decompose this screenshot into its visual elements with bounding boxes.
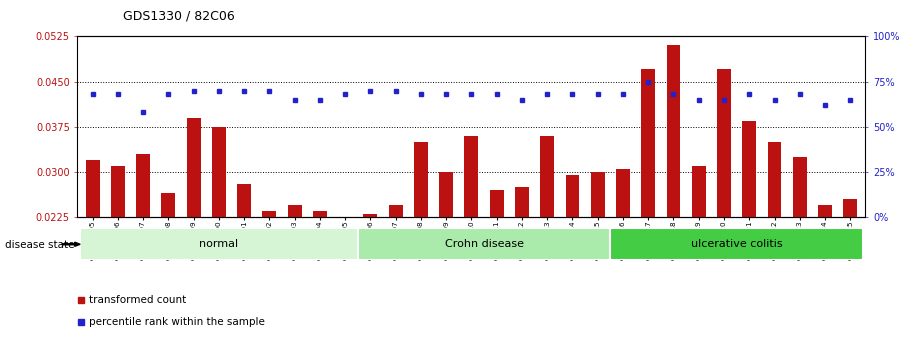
Text: Crohn disease: Crohn disease <box>445 239 524 249</box>
Bar <box>439 172 453 345</box>
Bar <box>742 121 756 345</box>
Bar <box>212 127 226 345</box>
Bar <box>566 175 579 345</box>
Text: GDS1330 / 82C06: GDS1330 / 82C06 <box>123 9 235 22</box>
Bar <box>80 228 358 260</box>
Bar <box>187 118 200 345</box>
Bar <box>161 193 175 345</box>
Bar <box>86 160 99 345</box>
Bar <box>111 166 125 345</box>
Bar <box>490 190 504 345</box>
Bar <box>515 187 529 345</box>
Bar <box>590 172 605 345</box>
Bar <box>389 205 403 345</box>
Bar <box>691 166 706 345</box>
Bar <box>262 211 276 345</box>
Bar <box>540 136 554 345</box>
Bar <box>358 228 610 260</box>
Bar <box>844 199 857 345</box>
Bar <box>338 217 353 345</box>
Bar <box>136 154 150 345</box>
Bar <box>616 169 630 345</box>
Text: ulcerative colitis: ulcerative colitis <box>691 239 783 249</box>
Bar <box>610 228 863 260</box>
Text: transformed count: transformed count <box>89 295 186 305</box>
Text: percentile rank within the sample: percentile rank within the sample <box>89 317 265 327</box>
Bar <box>768 142 782 345</box>
Text: normal: normal <box>200 239 239 249</box>
Bar <box>641 69 655 345</box>
Bar <box>465 136 478 345</box>
Bar <box>363 214 377 345</box>
Bar <box>793 157 807 345</box>
Bar <box>818 205 832 345</box>
Bar <box>717 69 731 345</box>
Bar <box>313 211 327 345</box>
Bar <box>414 142 428 345</box>
Bar <box>667 45 681 345</box>
Bar <box>237 184 251 345</box>
Text: disease state: disease state <box>5 240 74 250</box>
Bar <box>288 205 302 345</box>
